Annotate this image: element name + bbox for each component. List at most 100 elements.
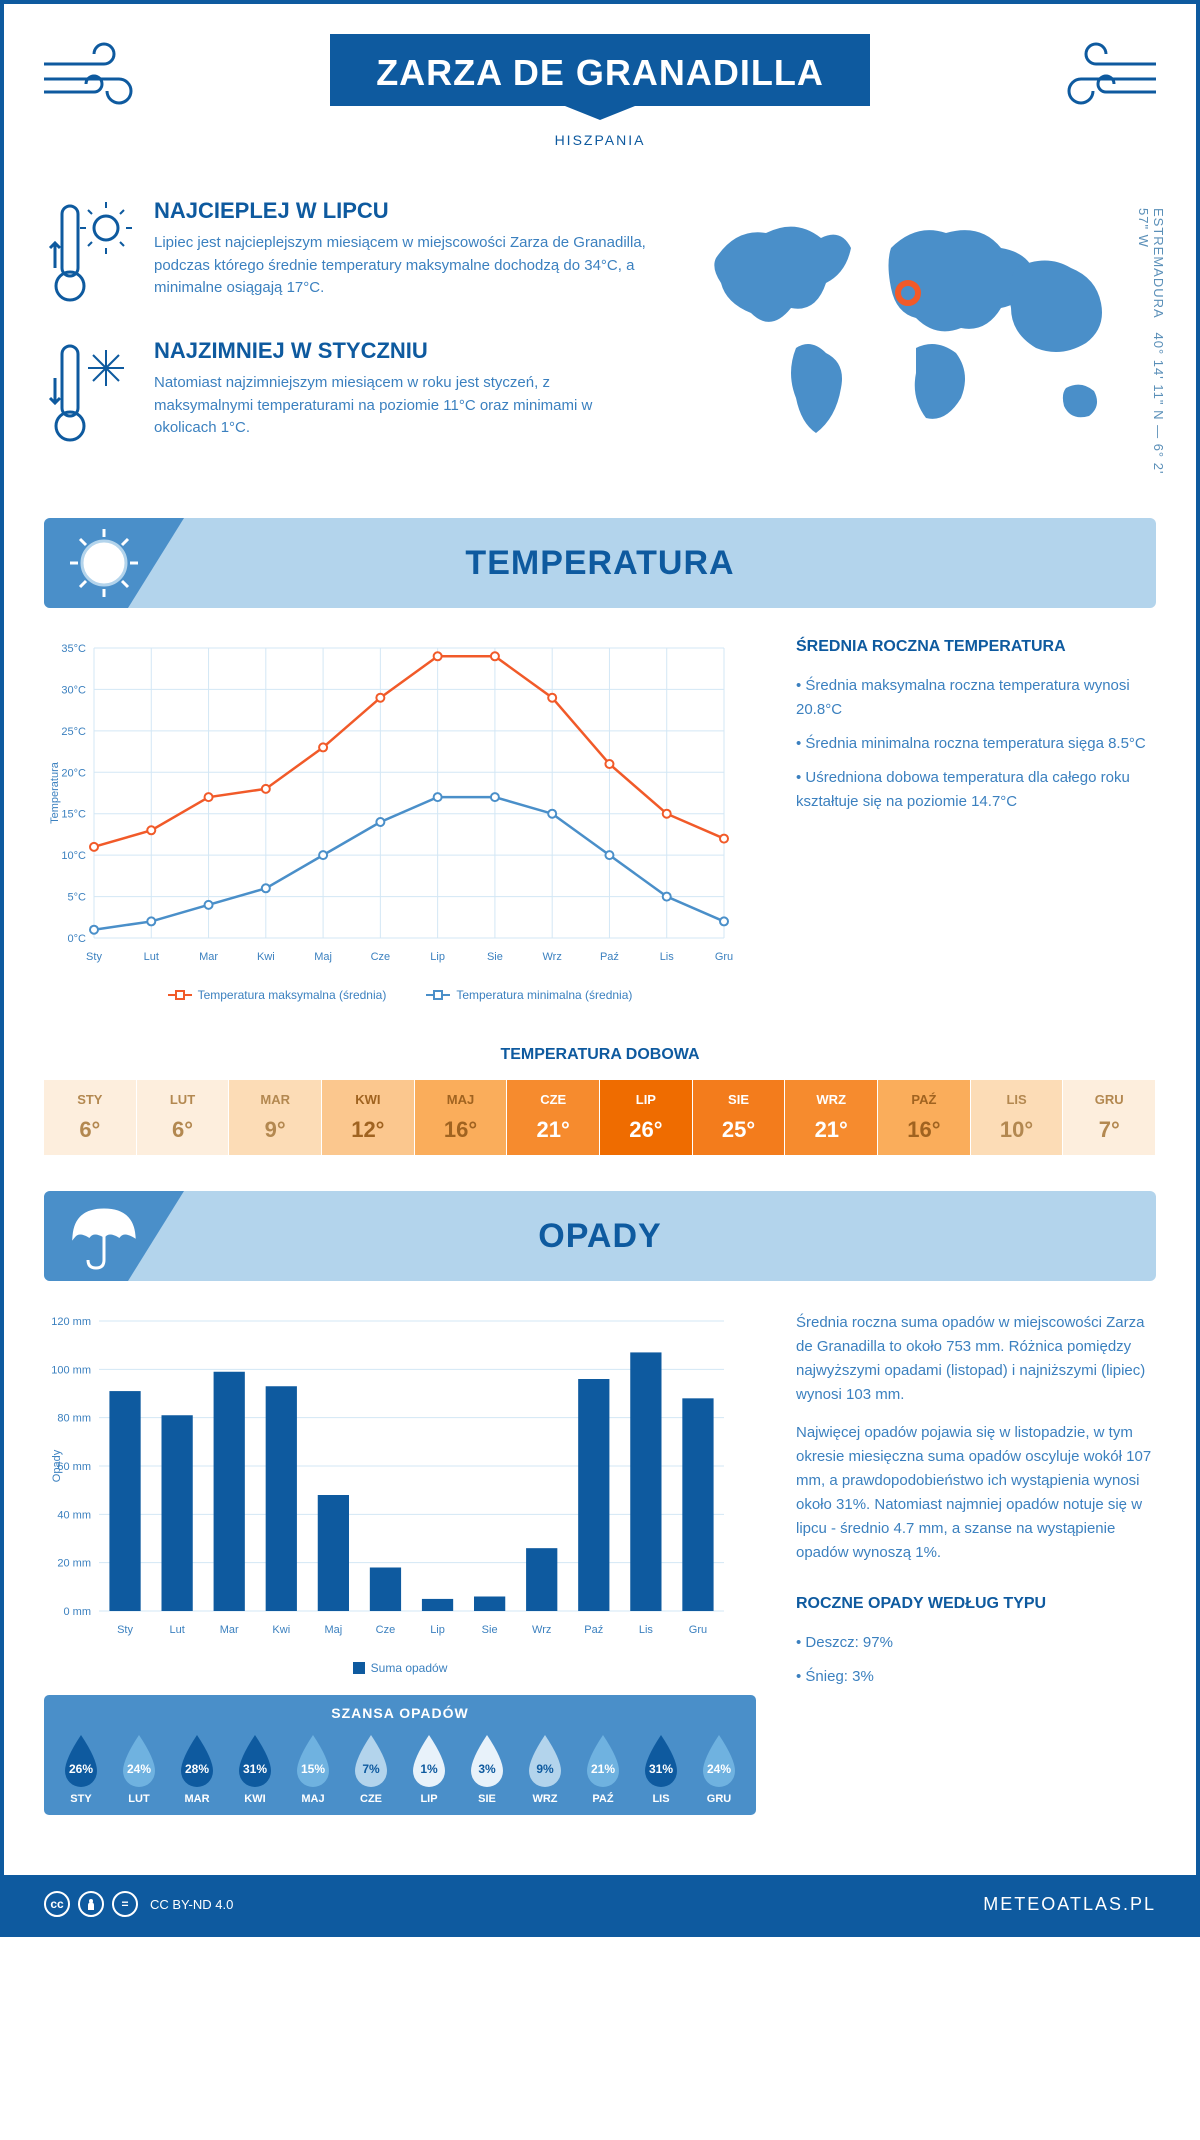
svg-text:20 mm: 20 mm — [57, 1558, 91, 1570]
daily-cell: PAŹ16° — [878, 1080, 971, 1155]
svg-text:15%: 15% — [301, 1762, 325, 1776]
svg-text:Wrz: Wrz — [532, 1624, 551, 1636]
svg-text:Temperatura: Temperatura — [49, 761, 61, 824]
precipitation-text: Średnia roczna suma opadów w miejscowośc… — [796, 1311, 1156, 1815]
sun-icon — [64, 523, 144, 603]
chance-cell: 3%SIE — [458, 1731, 516, 1805]
svg-text:Opady: Opady — [51, 1449, 63, 1482]
chance-cell: 24%GRU — [690, 1731, 748, 1805]
chart-legend: Temperatura maksymalna (średnia) Tempera… — [44, 988, 756, 1002]
chance-cell: 24%LUT — [110, 1731, 168, 1805]
chance-cell: 31%LIS — [632, 1731, 690, 1805]
country-label: HISZPANIA — [4, 132, 1196, 148]
chance-cell: 21%PAŹ — [574, 1731, 632, 1805]
temperature-chart: 0°C5°C10°C15°C20°C25°C30°C35°CStyLutMarK… — [44, 638, 756, 1002]
svg-text:Mar: Mar — [199, 951, 218, 963]
svg-text:35°C: 35°C — [61, 643, 86, 655]
thermometer-hot-icon — [44, 198, 134, 308]
daily-cell: WRZ21° — [785, 1080, 878, 1155]
precipitation-chart-col: 0 mm20 mm40 mm60 mm80 mm100 mm120 mmStyL… — [44, 1311, 756, 1815]
svg-text:Maj: Maj — [314, 951, 332, 963]
svg-text:Lut: Lut — [144, 951, 159, 963]
svg-text:100 mm: 100 mm — [51, 1364, 91, 1376]
temperature-facts: ŚREDNIA ROCZNA TEMPERATURA Średnia maksy… — [796, 638, 1156, 1002]
svg-text:30°C: 30°C — [61, 684, 86, 696]
by-type-title: ROCZNE OPADY WEDŁUG TYPU — [796, 1595, 1156, 1613]
svg-text:Cze: Cze — [376, 1624, 396, 1636]
header: ZARZA DE GRANADILLA HISZPANIA — [4, 4, 1196, 188]
hot-text: Lipiec jest najcieplejszym miesiącem w m… — [154, 232, 646, 300]
fact-item: Średnia maksymalna roczna temperatura wy… — [796, 674, 1156, 722]
hot-block: NAJCIEPLEJ W LIPCU Lipiec jest najcieple… — [44, 198, 646, 308]
svg-text:1%: 1% — [420, 1762, 438, 1776]
daily-cell: MAR9° — [229, 1080, 322, 1155]
svg-text:31%: 31% — [243, 1762, 267, 1776]
svg-text:9%: 9% — [536, 1762, 554, 1776]
svg-text:10°C: 10°C — [61, 850, 86, 862]
svg-text:40 mm: 40 mm — [57, 1509, 91, 1521]
daily-cell: GRU7° — [1063, 1080, 1156, 1155]
cold-text: Natomiast najzimniejszym miesiącem w rok… — [154, 372, 646, 440]
svg-text:Sie: Sie — [482, 1624, 498, 1636]
fact-item: Uśredniona dobowa temperatura dla całego… — [796, 766, 1156, 814]
daily-cell: LIS10° — [971, 1080, 1064, 1155]
svg-text:28%: 28% — [185, 1762, 209, 1776]
daily-cell: CZE21° — [507, 1080, 600, 1155]
by-icon — [78, 1891, 104, 1917]
daily-cell: LUT6° — [137, 1080, 230, 1155]
daily-cell: MAJ16° — [415, 1080, 508, 1155]
svg-text:7%: 7% — [362, 1762, 380, 1776]
umbrella-icon — [64, 1196, 144, 1276]
coordinates: ESTREMADURA 40° 14' 11" N — 6° 2' 57" W — [1136, 208, 1166, 478]
chance-cell: 15%MAJ — [284, 1731, 342, 1805]
footer: cc = CC BY-ND 4.0 METEOATLAS.PL — [4, 1875, 1196, 1933]
brand-text: METEOATLAS.PL — [983, 1894, 1156, 1915]
cc-icons: cc = — [44, 1891, 138, 1917]
svg-text:20°C: 20°C — [61, 767, 86, 779]
temperature-title: TEMPERATURA — [465, 544, 734, 583]
svg-text:5°C: 5°C — [68, 892, 87, 904]
svg-text:24%: 24% — [127, 1762, 151, 1776]
svg-text:Lut: Lut — [169, 1624, 184, 1636]
cold-block: NAJZIMNIEJ W STYCZNIU Natomiast najzimni… — [44, 338, 646, 448]
by-type-item: Deszcz: 97% — [796, 1631, 1156, 1655]
svg-text:Paź: Paź — [584, 1624, 603, 1636]
chance-box: SZANSA OPADÓW 26%STY24%LUT28%MAR31%KWI15… — [44, 1695, 756, 1815]
world-map-column: ESTREMADURA 40° 14' 11" N — 6° 2' 57" W — [676, 198, 1156, 478]
precipitation-section-bar: OPADY — [44, 1191, 1156, 1281]
svg-text:31%: 31% — [649, 1762, 673, 1776]
svg-text:Lip: Lip — [430, 951, 445, 963]
chance-title: SZANSA OPADÓW — [44, 1695, 756, 1731]
daily-cell: SIE25° — [693, 1080, 786, 1155]
precip-paragraph-2: Najwięcej opadów pojawia się w listopadz… — [796, 1421, 1156, 1565]
thermometer-cold-icon — [44, 338, 134, 448]
svg-text:Paź: Paź — [600, 951, 619, 963]
daily-cell: LIP26° — [600, 1080, 693, 1155]
precipitation-title: OPADY — [538, 1217, 661, 1256]
svg-text:80 mm: 80 mm — [57, 1413, 91, 1425]
svg-text:Kwi: Kwi — [272, 1624, 290, 1636]
chance-cell: 7%CZE — [342, 1731, 400, 1805]
svg-text:Lip: Lip — [430, 1624, 445, 1636]
svg-text:Mar: Mar — [220, 1624, 239, 1636]
temperature-section-bar: TEMPERATURA — [44, 518, 1156, 608]
svg-text:Wrz: Wrz — [543, 951, 562, 963]
hot-title: NAJCIEPLEJ W LIPCU — [154, 198, 646, 224]
daily-cell: STY6° — [44, 1080, 137, 1155]
svg-text:Lis: Lis — [639, 1624, 654, 1636]
daily-temp-table: STY6°LUT6°MAR9°KWI12°MAJ16°CZE21°LIP26°S… — [44, 1080, 1156, 1155]
page: ZARZA DE GRANADILLA HISZPANIA NAJCIEPLEJ… — [0, 0, 1200, 1937]
svg-text:24%: 24% — [707, 1762, 731, 1776]
svg-text:Maj: Maj — [325, 1624, 343, 1636]
svg-text:Kwi: Kwi — [257, 951, 275, 963]
svg-text:Gru: Gru — [689, 1624, 707, 1636]
wind-icon — [34, 34, 154, 114]
svg-text:Cze: Cze — [371, 951, 391, 963]
wind-icon — [1046, 34, 1166, 114]
daily-cell: KWI12° — [322, 1080, 415, 1155]
temperature-content: 0°C5°C10°C15°C20°C25°C30°C35°CStyLutMarK… — [4, 608, 1196, 1032]
intro-text-column: NAJCIEPLEJ W LIPCU Lipiec jest najcieple… — [44, 198, 646, 478]
fact-item: Średnia minimalna roczna temperatura się… — [796, 732, 1156, 756]
chance-cell: 9%WRZ — [516, 1731, 574, 1805]
intro-section: NAJCIEPLEJ W LIPCU Lipiec jest najcieple… — [4, 188, 1196, 508]
